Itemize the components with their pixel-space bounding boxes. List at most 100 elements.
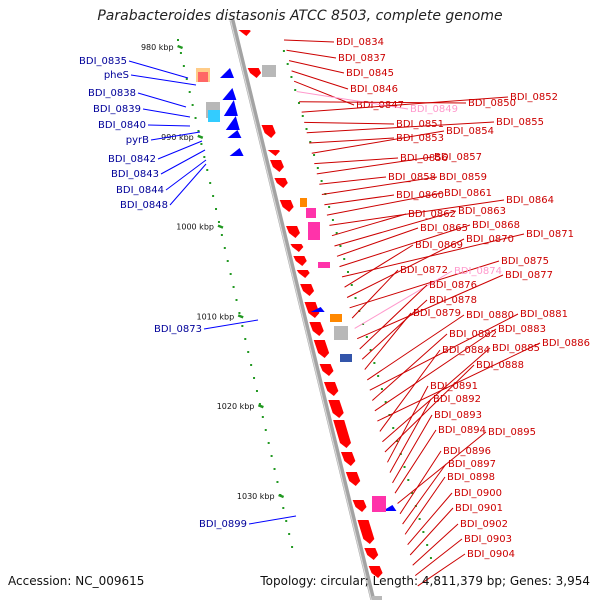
scale-dot (235, 299, 238, 301)
gene-label-right: BDI_0880 (466, 310, 514, 321)
label-leader-line (349, 260, 500, 309)
forward-gene-arrow (313, 340, 330, 358)
scale-dot (238, 312, 241, 314)
gene-label-right: BDI_0872 (400, 265, 448, 276)
scale-dot-right (373, 362, 376, 364)
label-leader-line-left (150, 131, 201, 141)
gene-label-left: BDI_0842 (108, 154, 156, 165)
forward-gene-arrow (345, 472, 361, 486)
scale-dot-right (350, 284, 353, 286)
scale-tick-label: 1000 kbp (176, 223, 214, 232)
scale-dot-right (392, 427, 395, 429)
gene-label-right: BDI_0882 (449, 329, 497, 340)
gene-label-right: BDI_0846 (350, 84, 398, 95)
scale-dot-right (343, 258, 346, 260)
scale-dot (194, 117, 197, 119)
scale-dot-right (305, 128, 308, 130)
gene-label-right: BDI_0861 (444, 188, 492, 199)
gene-label-left: BDI_0835 (79, 56, 127, 67)
scale-dot (200, 143, 203, 145)
label-leader-line (377, 342, 541, 422)
forward-gene-arrow (261, 125, 276, 138)
label-leader-line-left (160, 149, 206, 175)
scale-dot (288, 533, 291, 535)
label-leader-line (402, 463, 447, 525)
gene-label-left: pyrB (126, 135, 149, 146)
gene-label-right: BDI_0895 (488, 427, 536, 438)
scale-dot-right (339, 245, 342, 247)
gene-label-right: BDI_0875 (501, 256, 549, 267)
label-leader-line (407, 492, 453, 546)
scale-dot-right (403, 466, 406, 468)
scale-dot-right (396, 440, 398, 442)
forward-gene-arrow (309, 322, 324, 336)
scale-dot (270, 455, 273, 457)
forward-gene-arrow (247, 68, 262, 78)
scale-dot (191, 104, 194, 106)
label-leader-line (309, 137, 395, 144)
gene-label-right: BDI_0845 (346, 68, 394, 79)
gene-label-right: BDI_0904 (467, 549, 515, 560)
gene-label-right: BDI_0892 (433, 394, 481, 405)
scale-tick-label: 1020 kbp (217, 402, 255, 411)
gene-label-right: BDI_0858 (388, 172, 436, 183)
label-leader-line (366, 314, 465, 381)
scale-dot-right (422, 531, 425, 533)
scale-tick (257, 404, 264, 409)
scale-tick-label: 1030 kbp (237, 492, 275, 501)
forward-gene-arrow (357, 520, 375, 544)
scale-tick (278, 493, 285, 499)
label-leader-line (354, 270, 453, 329)
label-leader-line (394, 429, 437, 494)
gene-label-right: BDI_0898 (447, 472, 495, 483)
gene-label-right: BDI_0863 (458, 206, 506, 217)
label-leader-line (316, 156, 433, 175)
scale-dot (188, 91, 191, 93)
gene-label-right: BDI_0883 (498, 324, 546, 335)
scale-tick (237, 314, 244, 319)
gene-label-right: BDI_0884 (442, 345, 490, 356)
scale-dot (220, 234, 223, 236)
scale-dot-right (309, 141, 312, 143)
scale-dot-right (297, 102, 300, 104)
gene-label-left: BDI_0843 (111, 169, 159, 180)
scale-tick (177, 44, 184, 50)
gene-label-left: BDI_0839 (93, 104, 141, 115)
gene-label-right: BDI_0850 (468, 98, 516, 109)
genome-backbone (229, 19, 376, 600)
forward-gene-arrow (319, 364, 334, 376)
forward-gene-arrow (279, 200, 294, 212)
label-leader-line (351, 269, 399, 319)
label-leader-line (359, 284, 428, 350)
gene-label-right: BDI_0868 (472, 220, 520, 231)
label-leader-line-left (248, 515, 297, 525)
label-leader-line (404, 476, 446, 535)
scale-dot-right (384, 401, 387, 403)
gene-label-right: BDI_0877 (505, 270, 553, 281)
accession-text: Accession: NC_009615 (8, 574, 145, 588)
genome-backbone-highlight (229, 19, 373, 600)
scale-dot (276, 481, 279, 483)
feature-block (198, 72, 208, 82)
gene-label-left: BDI_0848 (120, 200, 168, 211)
label-leader-line (371, 333, 448, 401)
scale-dot (215, 208, 218, 210)
label-leader-line-left (169, 163, 207, 206)
label-leader-line (306, 121, 495, 134)
scale-dot (282, 507, 285, 509)
feature-block (318, 262, 330, 268)
scale-dot-right (328, 206, 331, 208)
scale-dot (273, 468, 276, 470)
gene-label-right: BDI_0871 (526, 229, 574, 240)
label-leader-line (283, 39, 335, 43)
forward-gene-arrow (304, 302, 320, 318)
label-leader-line (311, 130, 445, 154)
forward-gene-arrow (300, 284, 315, 296)
gene-label-right: BDI_0834 (336, 37, 384, 48)
gene-label-left: BDI_0899 (199, 519, 247, 530)
label-leader-line (339, 224, 471, 268)
feature-block (334, 326, 348, 340)
label-leader-line-left (147, 124, 191, 127)
label-leader-line (321, 176, 438, 195)
scale-dot-right (346, 271, 349, 273)
